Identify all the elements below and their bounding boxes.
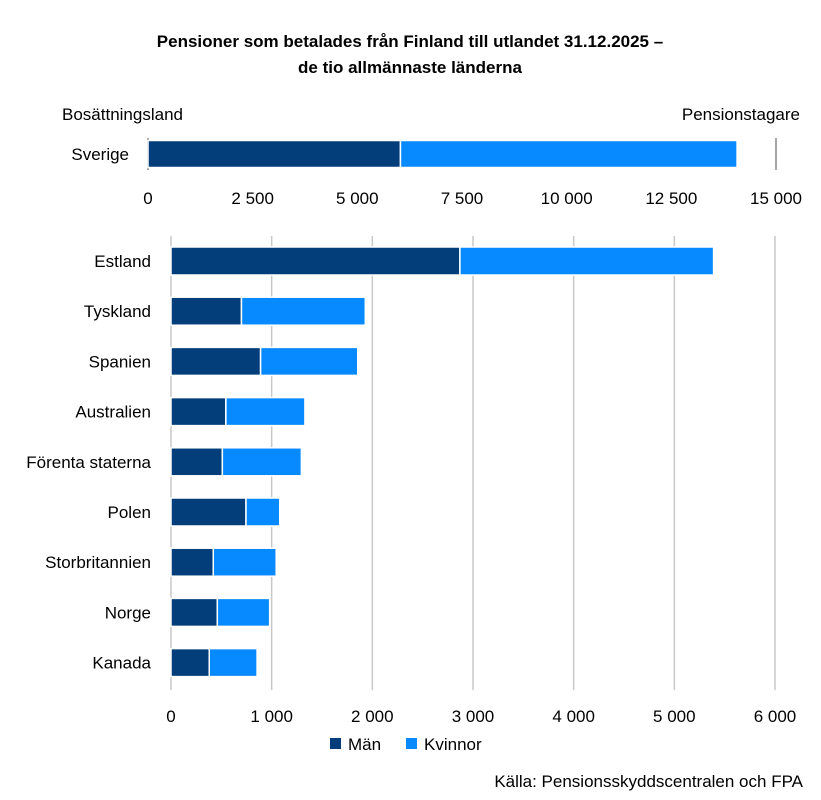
bar-man [170,647,211,678]
category-label: Storbritannien [45,553,151,572]
y-axis-label: Bosättningsland [62,105,183,124]
x-tick-label: 15 000 [750,189,802,208]
x-tick-label: 3 000 [452,707,495,726]
category-label: Kanada [92,654,151,673]
source-note: Källa: Pensionsskyddscentralen och FPA [494,772,803,791]
x-tick-label: 7 500 [441,189,484,208]
x-tick-label: 5 000 [336,189,379,208]
category-label: Sverige [71,145,129,164]
bar-kvinnor [240,296,367,326]
chart-subtitle: de tio allmännaste länderna [298,58,522,77]
bar-man [170,547,215,577]
bar-kvinnor [216,597,271,628]
x-tick-label: 4 000 [552,707,595,726]
bar-man [170,296,243,326]
bar-man [170,346,262,377]
x-tick-label: 2 500 [231,189,274,208]
category-label: Estland [94,252,151,271]
category-label: Australien [75,403,151,422]
category-label: Norge [105,603,151,622]
bar-man [170,597,219,628]
bar-kvinnor [259,346,359,377]
x-axis-label: Pensionstagare [682,105,800,124]
bar-man [147,139,402,169]
x-tick-label: 12 500 [645,189,697,208]
x-tick-label: 0 [143,189,152,208]
legend-swatch-kvinnor [406,738,417,749]
legend-label-kvinnor: Kvinnor [424,735,482,754]
bar-man [170,246,461,276]
legend: Män Kvinnor [330,735,482,754]
bar-man [170,497,247,527]
category-label: Polen [108,503,151,522]
x-tick-label: 2 000 [351,707,394,726]
bar-kvinnor [245,497,281,527]
legend-swatch-man [330,738,341,749]
x-tick-label: 5 000 [653,707,696,726]
category-label: Förenta staterna [26,453,151,472]
x-tick-label: 1 000 [250,707,293,726]
bar-kvinnor [459,246,715,276]
x-tick-label: 0 [166,707,175,726]
bar-kvinnor [225,396,306,427]
bar-man [170,447,224,477]
bar-kvinnor [399,139,738,169]
chart-title: Pensioner som betalades från Finland til… [157,32,663,51]
bar-kvinnor [212,547,277,577]
legend-label-man: Män [348,735,381,754]
bar-kvinnor [221,447,303,477]
x-tick-label: 10 000 [541,189,593,208]
x-tick-label: 6 000 [754,707,797,726]
category-label: Spanien [89,352,151,371]
bar-kvinnor [208,647,258,678]
bar-man [170,396,227,427]
category-label: Tyskland [84,302,151,321]
